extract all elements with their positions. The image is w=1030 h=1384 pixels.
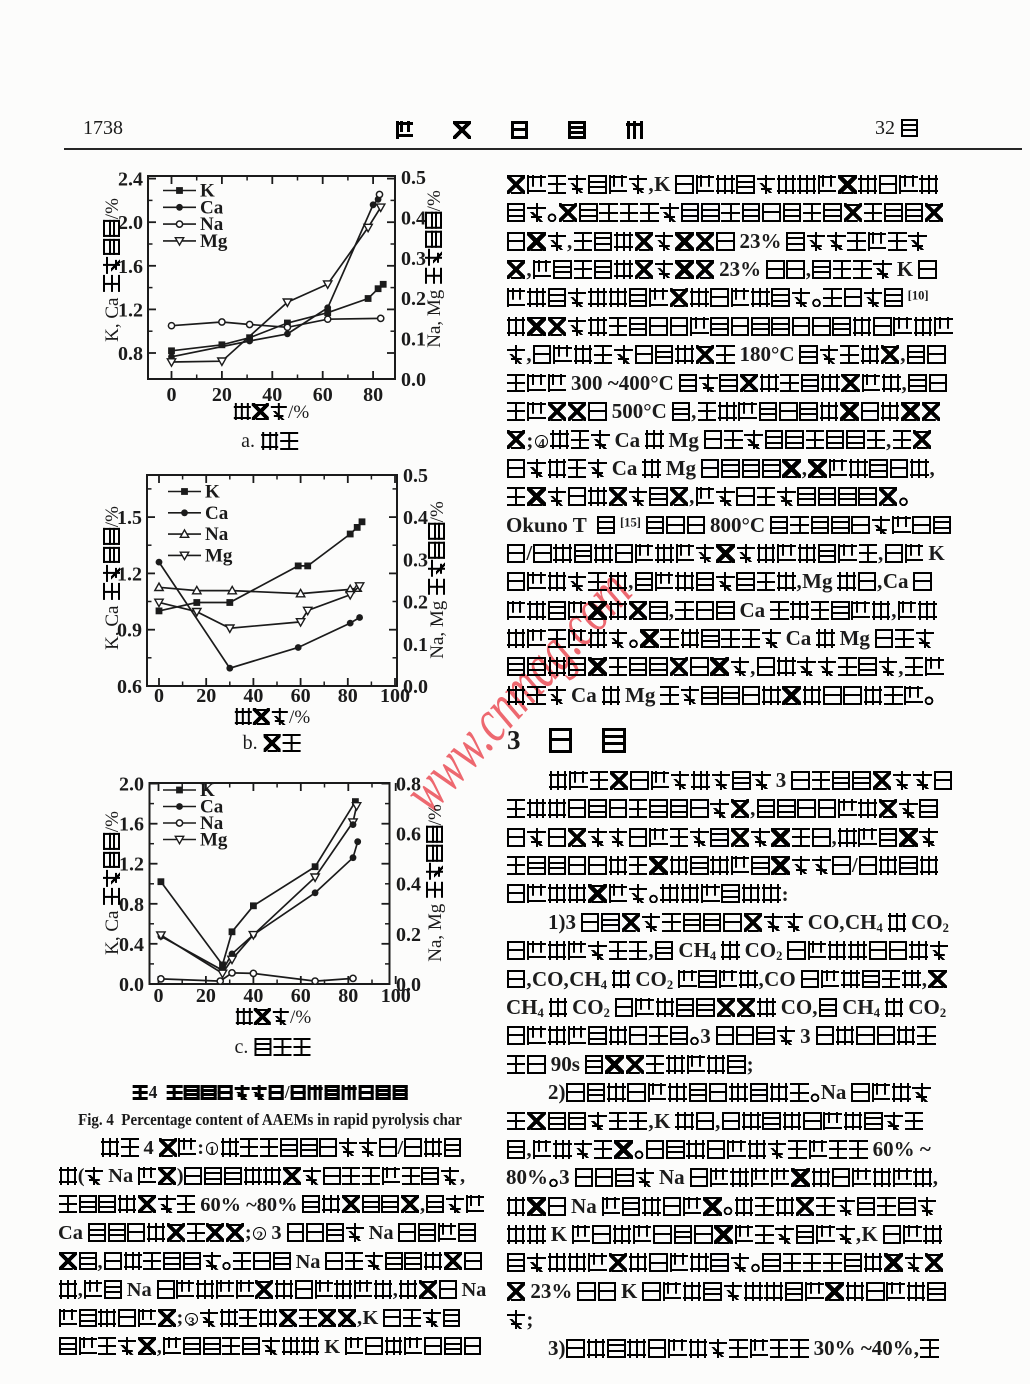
svg-text:0.8: 0.8: [119, 894, 144, 916]
svg-text:60: 60: [291, 985, 311, 1007]
svg-text:Mg: Mg: [200, 830, 228, 851]
svg-text:0.5: 0.5: [401, 167, 426, 189]
svg-text:2.0: 2.0: [118, 212, 143, 234]
svg-text:0.3: 0.3: [401, 248, 426, 270]
svg-text:40: 40: [243, 685, 263, 707]
svg-text:20: 20: [196, 985, 216, 1007]
svg-text:0.8: 0.8: [118, 343, 143, 365]
svg-text:Ca: Ca: [205, 503, 229, 524]
svg-text:0.6: 0.6: [117, 676, 142, 698]
svg-text:0.0: 0.0: [119, 974, 144, 996]
svg-text:2.4: 2.4: [118, 169, 143, 191]
svg-text:2.0: 2.0: [119, 774, 144, 796]
svg-text:0.1: 0.1: [401, 329, 426, 351]
svg-text:0.2: 0.2: [396, 924, 421, 946]
svg-text:1.6: 1.6: [118, 256, 143, 278]
svg-text:0.0: 0.0: [401, 369, 426, 391]
svg-text:K: K: [205, 482, 220, 503]
svg-text:Ca: Ca: [200, 197, 224, 218]
svg-text:60: 60: [313, 384, 333, 406]
svg-text:0.4: 0.4: [396, 874, 421, 896]
svg-text:Mg: Mg: [205, 545, 233, 566]
svg-text:0.9: 0.9: [117, 620, 142, 642]
svg-text:1.5: 1.5: [117, 507, 142, 529]
svg-text:0: 0: [154, 685, 164, 707]
svg-text:0.8: 0.8: [396, 774, 421, 796]
svg-text:100: 100: [380, 685, 410, 707]
svg-text:0.2: 0.2: [403, 592, 428, 614]
svg-text:80: 80: [338, 985, 358, 1007]
svg-text:0: 0: [154, 985, 164, 1007]
svg-text:1.2: 1.2: [117, 563, 142, 585]
svg-text:Na: Na: [200, 813, 224, 834]
svg-text:K: K: [200, 780, 215, 801]
svg-text:0.1: 0.1: [403, 634, 428, 656]
svg-text:K: K: [200, 181, 215, 202]
svg-text:0.0: 0.0: [403, 676, 428, 698]
svg-text:80: 80: [338, 685, 358, 707]
svg-text:0.4: 0.4: [401, 207, 426, 229]
svg-text:60: 60: [291, 685, 311, 707]
svg-text:100: 100: [381, 985, 411, 1007]
svg-text:0.4: 0.4: [119, 934, 144, 956]
svg-text:20: 20: [196, 685, 216, 707]
svg-text:0: 0: [167, 384, 177, 406]
svg-text:1.2: 1.2: [119, 854, 144, 876]
svg-text:0.6: 0.6: [396, 824, 421, 846]
svg-text:Mg: Mg: [200, 231, 228, 252]
svg-text:0.2: 0.2: [401, 288, 426, 310]
svg-text:0.5: 0.5: [403, 465, 428, 487]
svg-text:Ca: Ca: [200, 797, 224, 818]
svg-text:40: 40: [262, 384, 282, 406]
svg-text:20: 20: [212, 384, 232, 406]
svg-text:1.2: 1.2: [118, 299, 143, 321]
svg-text:80: 80: [363, 384, 383, 406]
svg-text:0.4: 0.4: [403, 507, 428, 529]
svg-text:0.0: 0.0: [396, 974, 421, 996]
svg-text:0.3: 0.3: [403, 549, 428, 571]
svg-text:Na: Na: [200, 214, 224, 235]
svg-text:1.6: 1.6: [119, 814, 144, 836]
svg-text:Na: Na: [205, 524, 229, 545]
svg-text:40: 40: [243, 985, 263, 1007]
